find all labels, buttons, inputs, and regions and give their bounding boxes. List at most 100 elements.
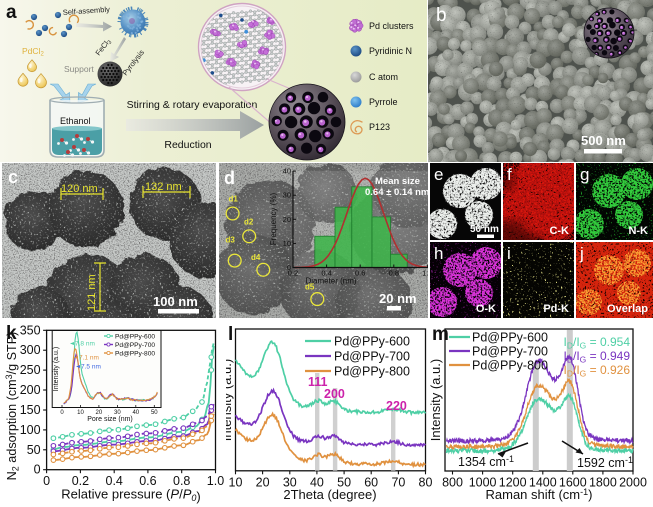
- svg-text:0: 0: [60, 410, 64, 416]
- svg-text:e: e: [434, 165, 443, 184]
- svg-text:f: f: [507, 165, 512, 184]
- svg-text:50: 50: [337, 475, 351, 489]
- svg-text:Frequency (%): Frequency (%): [269, 192, 278, 245]
- svg-text:1592 cm-1: 1592 cm-1: [577, 455, 633, 470]
- svg-text:l: l: [228, 324, 233, 345]
- svg-text:200: 200: [324, 387, 345, 401]
- svg-text:c: c: [8, 167, 18, 187]
- svg-text:500 nm: 500 nm: [581, 133, 626, 148]
- svg-text:40: 40: [132, 410, 139, 416]
- svg-text:Relative pressure (P/P0): Relative pressure (P/P0): [61, 487, 200, 505]
- svg-text:220: 220: [386, 399, 407, 413]
- svg-text:P123: P123: [369, 122, 390, 132]
- svg-text:80: 80: [419, 475, 433, 489]
- svg-text:0.6: 0.6: [139, 474, 156, 488]
- svg-text:Self-assembly: Self-assembly: [63, 5, 111, 17]
- svg-text:300: 300: [20, 343, 41, 357]
- svg-text:200: 200: [20, 383, 41, 397]
- svg-text:132 nm: 132 nm: [145, 181, 182, 193]
- svg-text:7.5 nm: 7.5 nm: [81, 364, 101, 371]
- svg-text:k: k: [6, 323, 17, 344]
- svg-text:Pd@PPy-700: Pd@PPy-700: [334, 350, 410, 364]
- svg-text:Pyridinic N: Pyridinic N: [369, 46, 412, 56]
- svg-text:50: 50: [27, 443, 41, 457]
- svg-text:Pd@PPy-600: Pd@PPy-600: [334, 335, 410, 349]
- svg-text:g: g: [580, 165, 589, 184]
- svg-text:7.1 nm: 7.1 nm: [79, 355, 99, 362]
- svg-text:d5: d5: [305, 283, 315, 292]
- svg-text:30: 30: [114, 410, 121, 416]
- svg-text:111: 111: [308, 375, 328, 389]
- svg-text:800: 800: [442, 476, 463, 490]
- svg-text:7.8 nm: 7.8 nm: [75, 341, 95, 348]
- svg-text:0: 0: [287, 263, 291, 272]
- svg-text:0.4: 0.4: [321, 269, 331, 278]
- svg-text:120 nm: 120 nm: [61, 183, 98, 195]
- svg-text:20: 20: [283, 215, 291, 224]
- svg-text:Reduction: Reduction: [164, 139, 211, 151]
- svg-text:250: 250: [20, 363, 41, 377]
- svg-text:10: 10: [229, 475, 243, 489]
- svg-text:Pd@PPy-600: Pd@PPy-600: [115, 334, 155, 341]
- svg-text:Pd@PPy-800: Pd@PPy-800: [334, 365, 410, 379]
- svg-text:1000: 1000: [469, 476, 497, 490]
- svg-text:1354 cm-1: 1354 cm-1: [458, 454, 514, 469]
- svg-text:N-K: N-K: [628, 225, 648, 237]
- svg-text:PdCl2: PdCl2: [22, 46, 44, 58]
- svg-text:0.8: 0.8: [173, 474, 190, 488]
- svg-text:20: 20: [96, 410, 103, 416]
- svg-text:h: h: [434, 244, 443, 263]
- svg-text:Pd@PPy-800: Pd@PPy-800: [472, 359, 548, 373]
- svg-text:Pd@PPy-600: Pd@PPy-600: [472, 331, 548, 345]
- svg-text:70: 70: [391, 475, 405, 489]
- svg-text:50: 50: [151, 410, 158, 416]
- svg-text:40: 40: [283, 167, 291, 176]
- svg-text:Pd@PPy-800: Pd@PPy-800: [115, 351, 155, 358]
- svg-text:50 nm: 50 nm: [470, 224, 499, 235]
- svg-text:i: i: [507, 244, 511, 263]
- svg-text:d1: d1: [229, 195, 239, 204]
- svg-text:Intensity (a.u.): Intensity (a.u.): [430, 359, 443, 441]
- svg-text:Stirring & rotary evaporation: Stirring & rotary evaporation: [127, 99, 258, 111]
- svg-text:10: 10: [77, 410, 84, 416]
- svg-text:Pd@PPy-700: Pd@PPy-700: [472, 345, 548, 359]
- svg-text:30: 30: [283, 475, 297, 489]
- svg-text:2000: 2000: [619, 476, 647, 490]
- svg-text:10: 10: [283, 239, 291, 248]
- svg-text:Pd-K: Pd-K: [543, 303, 569, 315]
- svg-text:Pd@PPy-700: Pd@PPy-700: [115, 342, 155, 349]
- svg-text:Mean size: Mean size: [375, 176, 420, 187]
- svg-text:b: b: [436, 5, 447, 26]
- svg-text:Intensity (a.u.): Intensity (a.u.): [226, 359, 234, 441]
- svg-text:j: j: [579, 244, 584, 263]
- svg-text:C-K: C-K: [549, 225, 569, 237]
- svg-text:0.6: 0.6: [355, 269, 365, 278]
- svg-text:30: 30: [283, 191, 291, 200]
- svg-text:60: 60: [364, 475, 378, 489]
- svg-text:0.2: 0.2: [72, 474, 89, 488]
- svg-text:Raman shift (cm-1): Raman shift (cm-1): [486, 487, 593, 502]
- svg-text:d3: d3: [226, 236, 236, 245]
- svg-text:100: 100: [20, 423, 41, 437]
- svg-text:d: d: [224, 168, 235, 188]
- svg-text:0: 0: [34, 463, 41, 477]
- svg-text:Support: Support: [64, 64, 94, 74]
- svg-text:Pyrrole: Pyrrole: [369, 97, 398, 107]
- svg-text:Ethanol: Ethanol: [60, 116, 91, 126]
- svg-text:d2: d2: [244, 218, 254, 227]
- svg-text:1400: 1400: [529, 476, 557, 490]
- svg-text:20: 20: [256, 475, 270, 489]
- svg-text:40: 40: [310, 475, 324, 489]
- svg-text:0.2: 0.2: [288, 269, 298, 278]
- svg-text:100 nm: 100 nm: [153, 294, 198, 309]
- svg-text:2Theta (degree): 2Theta (degree): [283, 487, 376, 502]
- svg-text:0.8: 0.8: [389, 269, 399, 278]
- svg-text:0.4: 0.4: [106, 474, 123, 488]
- svg-text:Intensity (a.u.): Intensity (a.u.): [53, 347, 60, 391]
- svg-text:1.0: 1.0: [207, 474, 224, 488]
- svg-text:d4: d4: [251, 253, 261, 262]
- svg-text:0.64 ± 0.14 nm: 0.64 ± 0.14 nm: [365, 187, 428, 198]
- svg-text:20 nm: 20 nm: [379, 291, 417, 306]
- svg-text:N2 adsorption (cm3/g STP): N2 adsorption (cm3/g STP): [4, 332, 21, 481]
- svg-text:Pore size (nm): Pore size (nm): [87, 416, 133, 423]
